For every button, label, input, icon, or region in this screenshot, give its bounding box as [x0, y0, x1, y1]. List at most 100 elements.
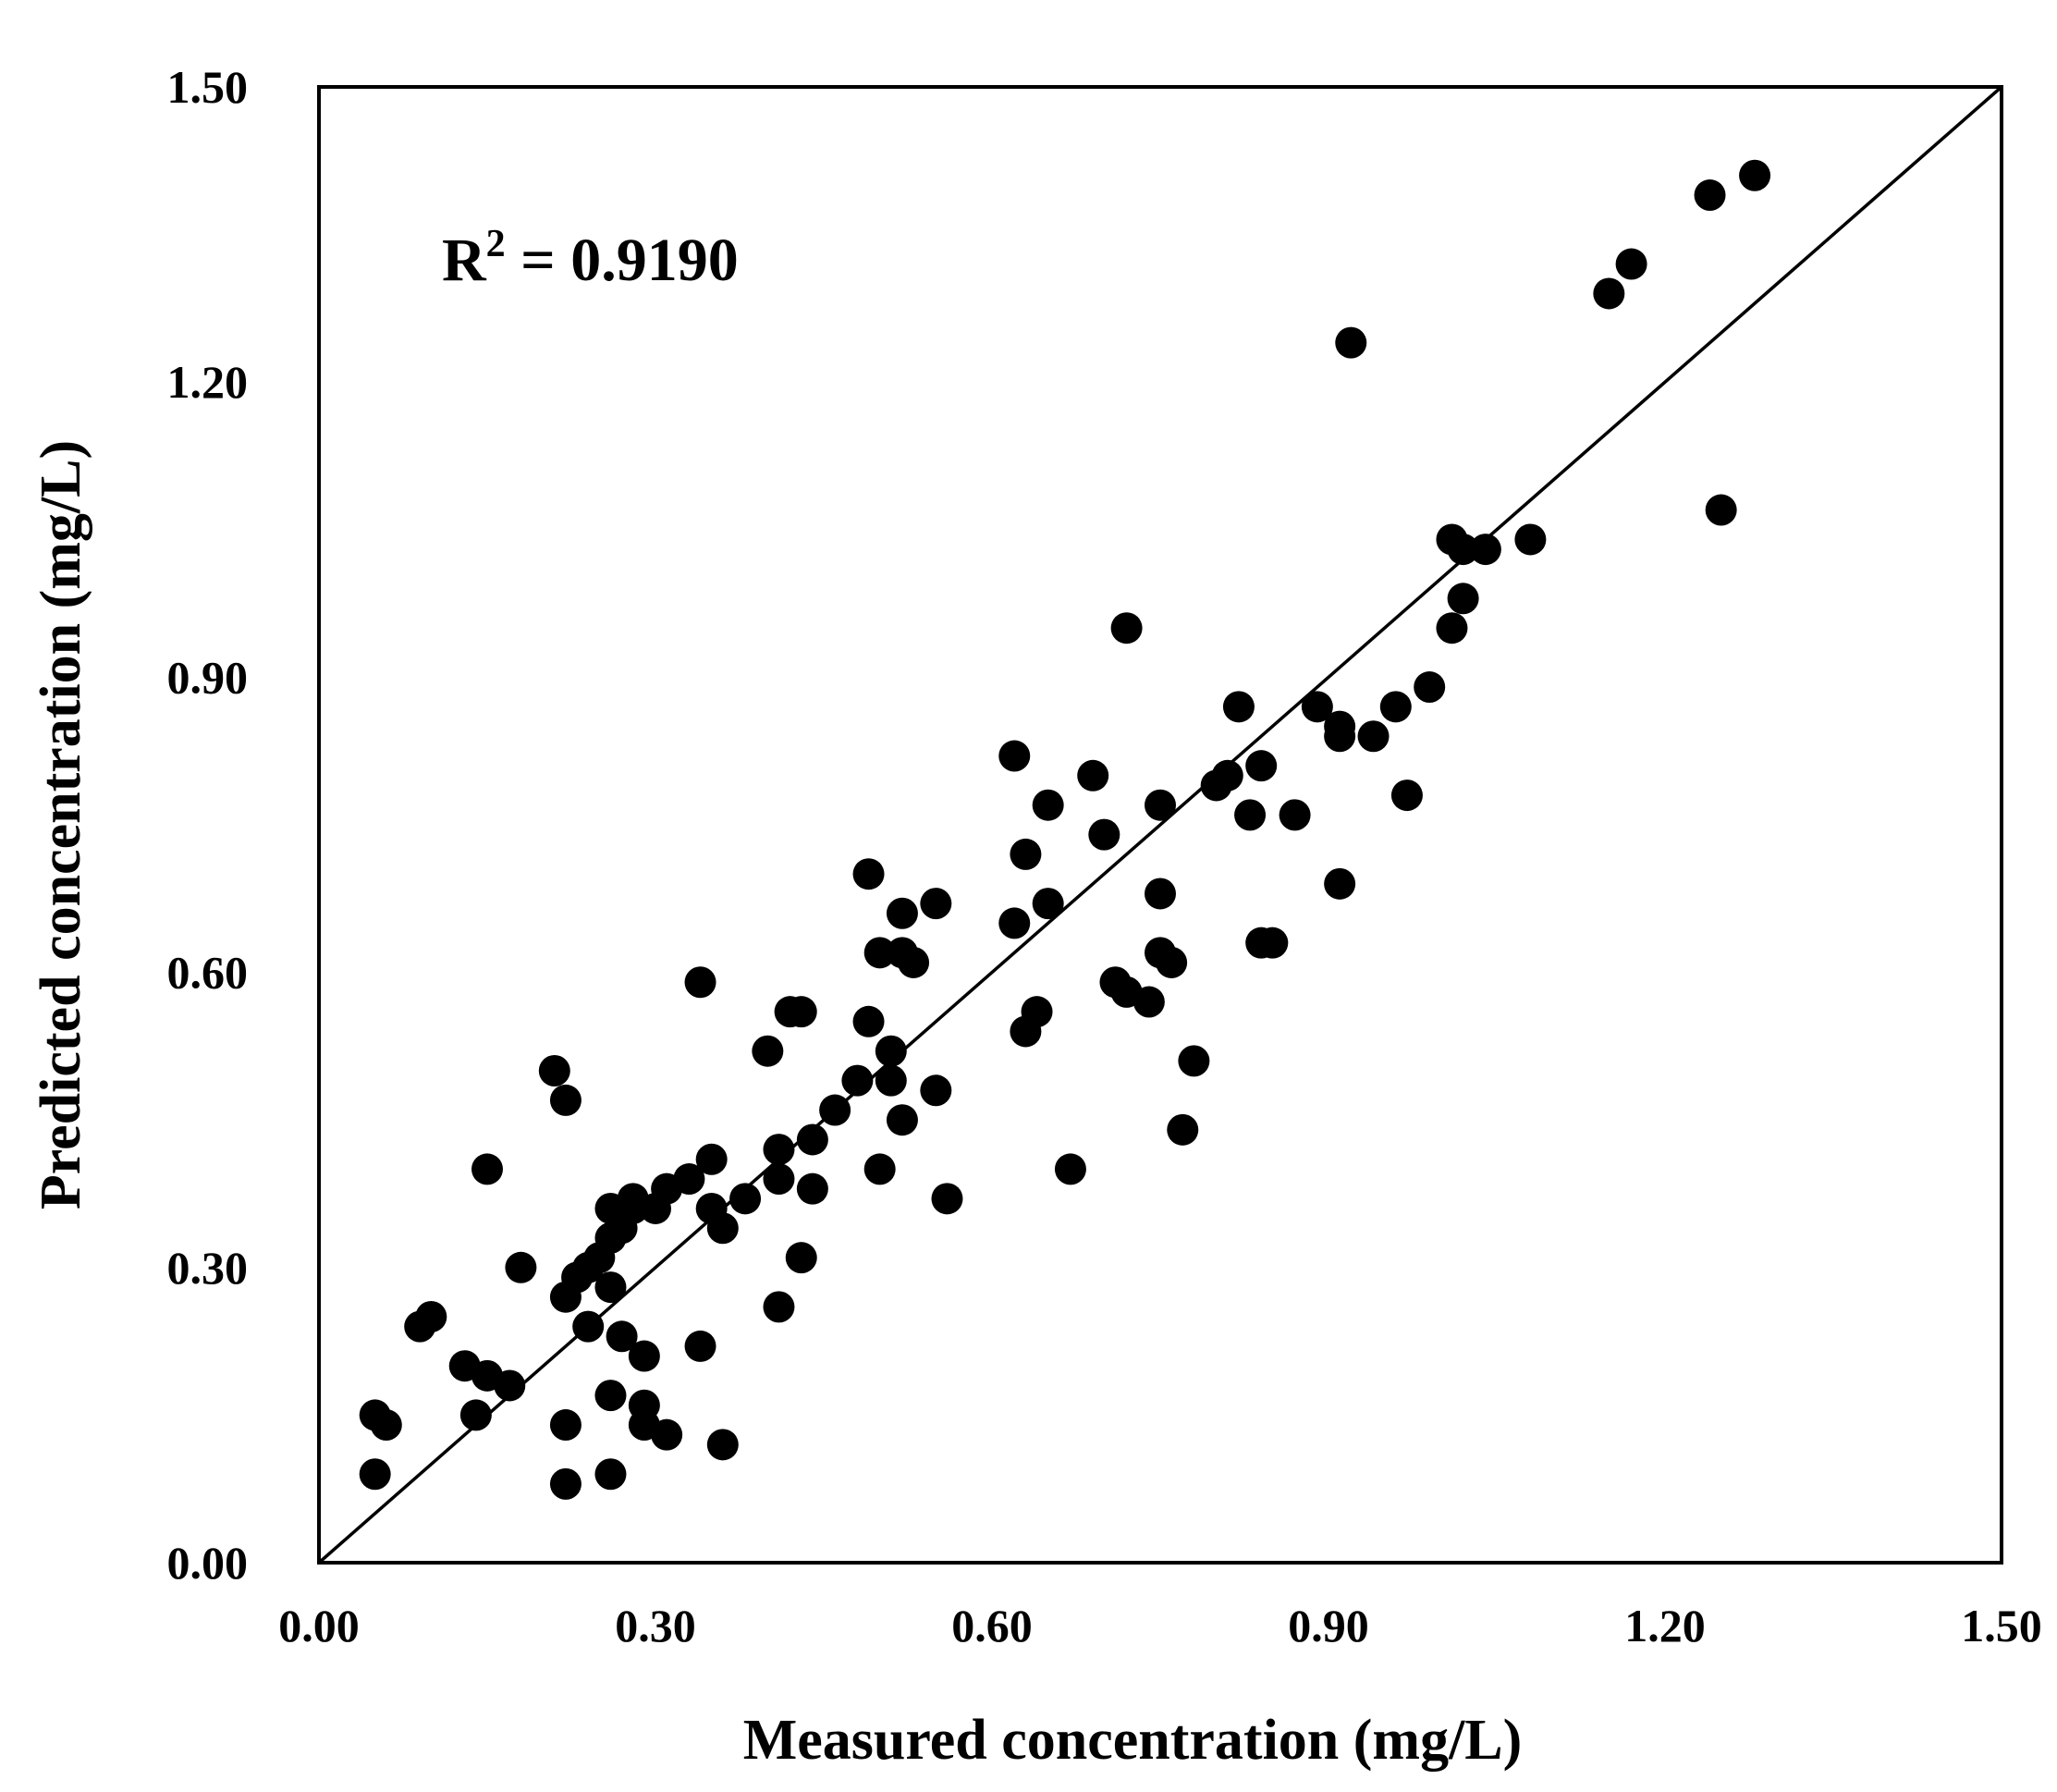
data-point [538, 1055, 570, 1086]
data-point [785, 996, 817, 1028]
x-tick-label: 0.90 [1288, 1600, 1369, 1651]
x-tick-label: 0.30 [615, 1600, 696, 1651]
data-point [886, 1104, 918, 1136]
data-point [931, 1183, 963, 1215]
data-point [819, 1094, 851, 1126]
data-point [1436, 612, 1468, 644]
data-point [1379, 691, 1412, 723]
data-point [1167, 1113, 1199, 1146]
data-point [494, 1369, 526, 1402]
x-tick-label: 1.20 [1624, 1600, 1706, 1651]
data-point [1514, 523, 1547, 556]
data-point [370, 1409, 402, 1442]
data-point [1324, 720, 1356, 753]
data-point [1469, 534, 1501, 566]
data-point [1357, 720, 1390, 753]
plot-frame [317, 85, 2003, 1565]
data-point [1335, 326, 1367, 359]
data-point [998, 740, 1031, 772]
data-point [471, 1153, 503, 1185]
data-point [763, 1291, 795, 1323]
data-point [459, 1399, 492, 1431]
data-point [875, 1035, 907, 1067]
one-to-one-reference-line [317, 85, 2003, 1565]
r-squared-value: = 0.9190 [506, 227, 739, 294]
data-point [415, 1301, 447, 1332]
data-point [684, 966, 716, 999]
y-tick-label: 0.90 [167, 651, 249, 703]
data-point [684, 1330, 716, 1362]
data-point [651, 1418, 683, 1451]
data-point [1414, 671, 1446, 704]
data-point [796, 1123, 828, 1156]
data-point [886, 897, 918, 929]
r-squared-superscript: 2 [486, 223, 506, 265]
data-point [1390, 779, 1423, 812]
r-squared-symbol: R [442, 227, 487, 294]
data-point [1245, 750, 1278, 782]
x-axis-tick-labels: 0.00 0.30 0.60 0.90 1.20 1.50 [278, 1600, 2042, 1651]
data-point [920, 888, 952, 920]
data-point [1088, 818, 1120, 851]
y-tick-label: 0.00 [167, 1537, 249, 1589]
data-point [1301, 691, 1333, 723]
y-tick-label: 1.20 [167, 356, 249, 408]
data-point [628, 1340, 660, 1372]
data-point [1110, 612, 1143, 644]
data-point [752, 1035, 784, 1067]
data-point [1615, 248, 1647, 280]
data-point [763, 1163, 795, 1196]
data-point [920, 1074, 952, 1107]
data-point [1694, 179, 1726, 212]
data-point [1279, 799, 1311, 831]
data-point [572, 1310, 605, 1343]
y-axis-tick-labels: 0.00 0.30 0.60 0.90 1.20 1.50 [167, 61, 249, 1589]
data-point [1077, 759, 1109, 792]
data-point [695, 1143, 728, 1175]
data-point [785, 1242, 817, 1274]
data-point [1021, 996, 1053, 1028]
data-point [852, 1005, 885, 1037]
data-point [1234, 799, 1267, 831]
data-point [1211, 759, 1243, 792]
y-tick-label: 1.50 [167, 61, 249, 113]
data-point [863, 1153, 896, 1185]
data-point [594, 1458, 627, 1491]
data-point [549, 1467, 582, 1500]
data-point [1739, 159, 1771, 191]
data-point [673, 1163, 705, 1196]
data-point [505, 1251, 537, 1283]
data-point [863, 937, 896, 969]
data-point [796, 1172, 828, 1205]
y-tick-label: 0.60 [167, 947, 249, 999]
data-point [1133, 986, 1165, 1018]
data-point [1145, 789, 1176, 821]
x-tick-label: 0.00 [278, 1600, 360, 1651]
data-point [1447, 583, 1479, 615]
y-tick-label: 0.30 [167, 1242, 249, 1294]
data-point [729, 1183, 762, 1215]
x-tick-label: 1.50 [1961, 1600, 2042, 1651]
y-axis-title: Predicted concentration (mg/L) [30, 440, 92, 1209]
data-point [1593, 277, 1625, 310]
data-point [763, 1134, 795, 1166]
data-point [549, 1084, 582, 1116]
data-point [1145, 878, 1176, 910]
data-point [1032, 888, 1064, 920]
data-point [1447, 534, 1479, 566]
r-squared-annotation: R2 = 0.9190 [442, 223, 739, 294]
data-point [1256, 927, 1289, 959]
data-point [594, 1380, 627, 1412]
data-point [359, 1458, 391, 1491]
data-point [1032, 789, 1064, 821]
data-point [1222, 691, 1255, 723]
data-point [841, 1064, 874, 1097]
data-point [606, 1320, 638, 1353]
data-point [594, 1271, 627, 1304]
data-point [998, 907, 1031, 939]
data-point [898, 946, 930, 978]
data-point [549, 1409, 582, 1442]
data-point [1705, 494, 1737, 526]
data-points [359, 159, 1771, 1500]
